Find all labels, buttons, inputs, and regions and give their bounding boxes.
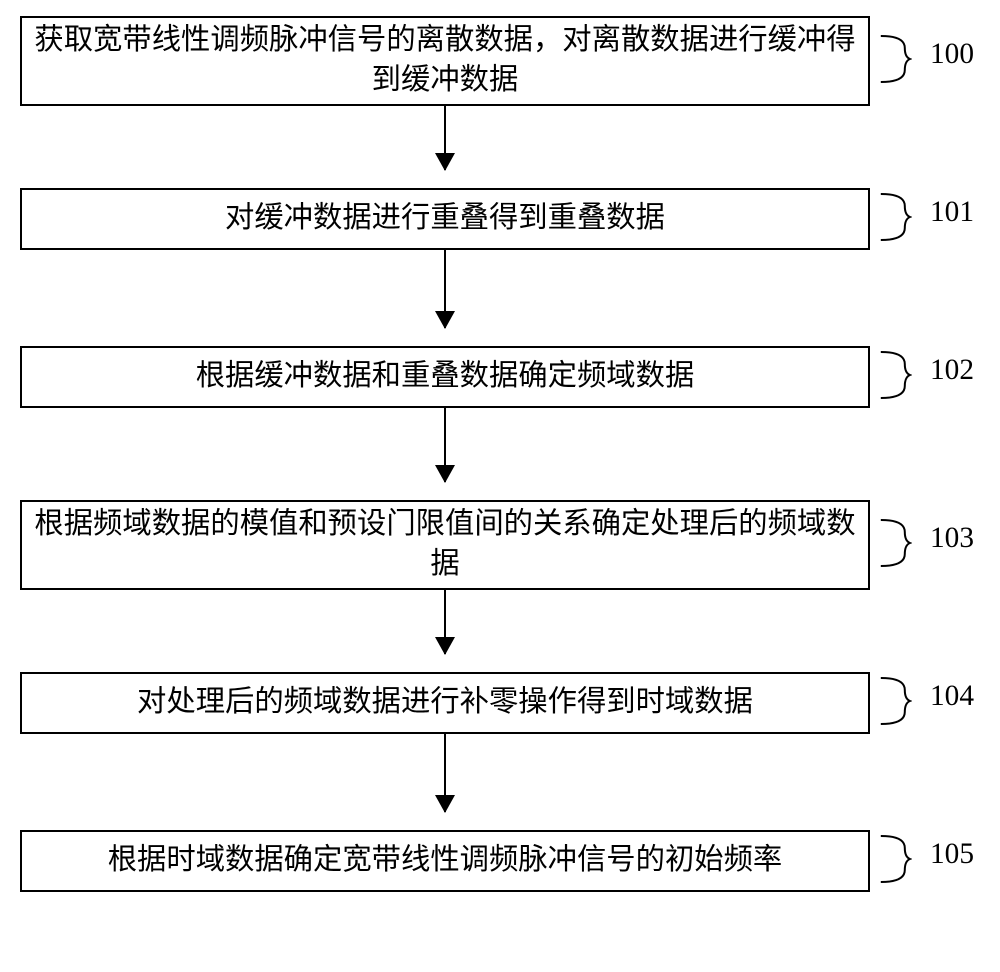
step-bracket-101 (864, 192, 912, 242)
step-box-101: 对缓冲数据进行重叠得到重叠数据 (20, 188, 870, 250)
arrow-103-104 (444, 590, 446, 654)
step-box-102: 根据缓冲数据和重叠数据确定频域数据 (20, 346, 870, 408)
step-box-103: 根据频域数据的模值和预设门限值间的关系确定处理后的频域数据 (20, 500, 870, 590)
step-label-104: 104 (930, 680, 974, 713)
step-box-105: 根据时域数据确定宽带线性调频脉冲信号的初始频率 (20, 830, 870, 892)
step-text: 对处理后的频域数据进行补零操作得到时域数据 (137, 683, 753, 723)
step-bracket-104 (864, 676, 912, 726)
step-text: 对缓冲数据进行重叠得到重叠数据 (225, 199, 665, 239)
arrow-101-102 (444, 250, 446, 328)
step-text: 根据频域数据的模值和预设门限值间的关系确定处理后的频域数据 (34, 505, 856, 584)
step-label-103: 103 (930, 522, 974, 555)
step-bracket-100 (864, 34, 912, 84)
step-label-102: 102 (930, 354, 974, 387)
flowchart-canvas: 获取宽带线性调频脉冲信号的离散数据，对离散数据进行缓冲得到缓冲数据 100 对缓冲数… (0, 0, 1000, 972)
step-box-100: 获取宽带线性调频脉冲信号的离散数据，对离散数据进行缓冲得到缓冲数据 (20, 16, 870, 106)
step-bracket-103 (864, 518, 912, 568)
arrow-104-105 (444, 734, 446, 812)
step-label-100: 100 (930, 38, 974, 71)
step-bracket-102 (864, 350, 912, 400)
step-text: 根据缓冲数据和重叠数据确定频域数据 (196, 357, 695, 397)
step-text: 根据时域数据确定宽带线性调频脉冲信号的初始频率 (108, 841, 783, 881)
step-label-105: 105 (930, 838, 974, 871)
arrow-100-101 (444, 106, 446, 170)
step-bracket-105 (864, 834, 912, 884)
step-box-104: 对处理后的频域数据进行补零操作得到时域数据 (20, 672, 870, 734)
step-label-101: 101 (930, 196, 974, 229)
step-text: 获取宽带线性调频脉冲信号的离散数据，对离散数据进行缓冲得到缓冲数据 (34, 21, 856, 100)
arrow-102-103 (444, 408, 446, 482)
